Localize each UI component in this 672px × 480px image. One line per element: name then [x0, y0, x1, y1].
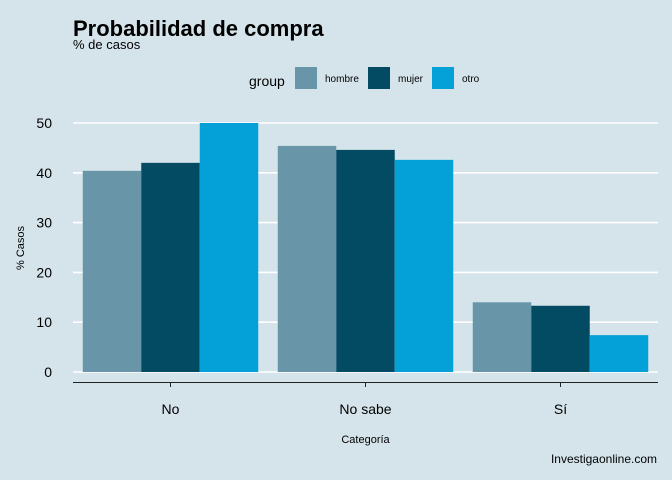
y-tick-label: 0: [44, 364, 52, 380]
y-axis-ticks: 0 10 20 30 40 50: [36, 115, 52, 380]
y-tick-label: 40: [36, 165, 52, 181]
bar-mujer: [336, 149, 395, 372]
bar-otro: [589, 335, 649, 372]
chart-title: Probabilidad de compra: [73, 16, 324, 41]
x-tick-label: No: [162, 401, 180, 417]
legend-label-otro: otro: [462, 74, 480, 85]
y-tick-label: 10: [36, 314, 52, 330]
y-tick-label: 50: [36, 115, 52, 131]
bar-mujer: [141, 162, 200, 372]
legend-swatch-hombre: [295, 67, 317, 89]
bar-hombre: [82, 170, 142, 372]
bar-hombre: [472, 302, 532, 372]
bar-hombre: [277, 145, 337, 372]
bar-mujer: [531, 305, 590, 372]
y-tick-label: 30: [36, 215, 52, 231]
legend-items: hombre mujer otro: [295, 67, 480, 89]
y-axis-label: % Casos: [15, 225, 27, 270]
y-tick-label: 20: [36, 264, 52, 280]
legend-swatch-mujer: [368, 67, 390, 89]
chart-subtitle: % de casos: [73, 37, 141, 52]
legend-label-mujer: mujer: [398, 74, 424, 85]
caption: Investigaonline.com: [551, 452, 657, 466]
x-axis-label: Categoría: [341, 434, 390, 446]
bar-otro: [394, 159, 454, 372]
legend: group hombre mujer otro: [249, 67, 480, 89]
legend-label-hombre: hombre: [325, 74, 359, 85]
legend-swatch-otro: [432, 67, 454, 89]
bar-otro: [199, 123, 259, 372]
bars: [82, 123, 649, 372]
legend-title: group: [249, 73, 285, 89]
x-axis-ticks: No No sabe Sí: [162, 382, 567, 417]
x-tick-label: No sabe: [339, 401, 391, 417]
x-tick-label: Sí: [554, 401, 567, 417]
